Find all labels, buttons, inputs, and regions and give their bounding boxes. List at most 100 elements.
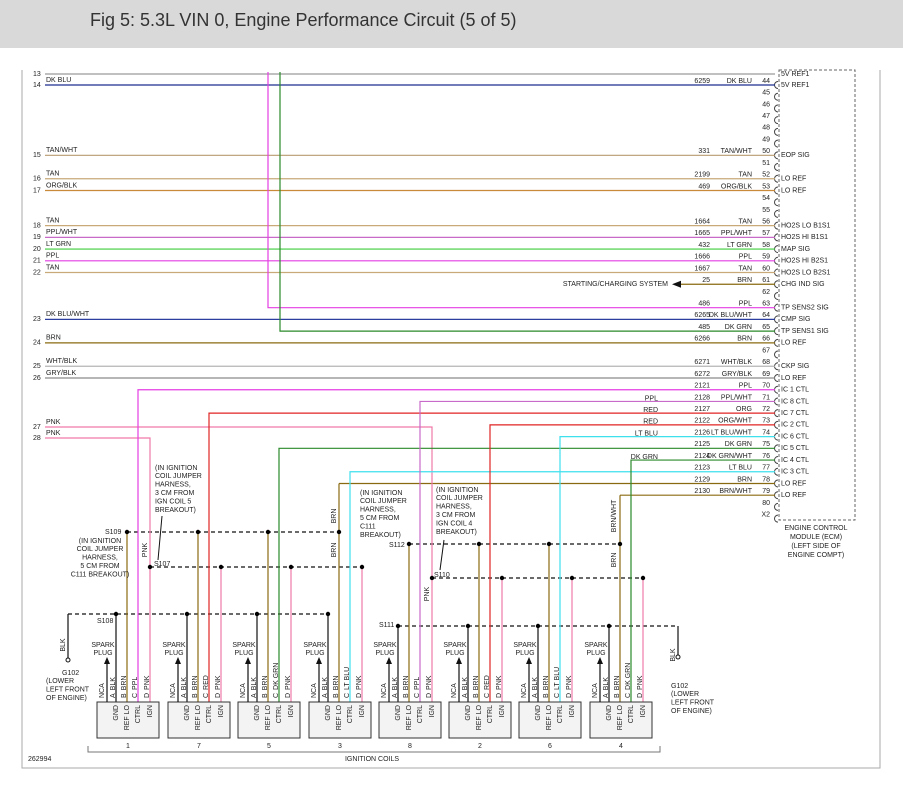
wire-color: PPL <box>739 383 752 390</box>
coil-box <box>167 701 231 739</box>
ecm-signal: LO REF <box>781 492 806 499</box>
note: BREAKOUT) <box>155 507 196 514</box>
ecm-label: (LEFT SIDE OF <box>791 543 840 550</box>
coil-pin: D PNK <box>637 675 644 698</box>
pin-wire-color: BLK <box>322 677 329 691</box>
wire-color: ORG/WHT <box>718 418 753 425</box>
circuit-number: 2125 <box>694 441 710 448</box>
pin-receptacle <box>774 256 779 265</box>
left-wire-color: PNK <box>46 430 61 437</box>
ground-location: OF ENGINE) <box>46 695 87 702</box>
splice-dot <box>113 611 119 617</box>
pin-receptacle <box>774 163 779 172</box>
ecm-pin: 54 <box>762 195 770 202</box>
ecm-pin: 76 <box>762 453 770 460</box>
circuit-number: 6272 <box>694 371 710 378</box>
wire <box>559 436 775 702</box>
ecm-signal: TP SENS2 SIG <box>781 305 829 312</box>
spark-plug: SPARK <box>373 642 397 649</box>
pin-receptacle <box>774 409 779 418</box>
left-wire-color: TAN/WHT <box>46 147 78 154</box>
coil-terminal: CTRL <box>276 705 283 723</box>
system-label: STARTING/CHARGING SYSTEM <box>563 281 668 288</box>
pin-wire-color: RED <box>203 675 210 690</box>
left-wire-color: PPL/WHT <box>46 229 78 236</box>
ecm-pin: X2 <box>761 511 770 518</box>
left-pin: 13 <box>33 71 41 78</box>
note: IGN COIL 4 <box>436 520 472 527</box>
pin-letter: B <box>121 693 128 698</box>
splice-dot <box>429 575 435 581</box>
splice-dot <box>499 575 505 581</box>
wire-color: TAN <box>739 265 752 272</box>
pin-wire-color: PNK <box>637 675 644 690</box>
ecm-signal: CKP SIG <box>781 363 809 370</box>
coil-terminal: CTRL <box>347 705 354 723</box>
coil-terminal: GND <box>113 705 120 721</box>
coil-terminal: IGN <box>288 705 295 717</box>
pin-receptacle <box>774 221 779 230</box>
pin-receptacle <box>774 315 779 324</box>
circuit-number: 6265 <box>694 312 710 319</box>
coil-pin: A BLK <box>181 677 188 698</box>
pin-wire-color: PNK <box>426 675 433 690</box>
pin-wire-color: BRN <box>473 676 480 691</box>
ecm-pin: 47 <box>762 113 770 120</box>
coil-terminal: GND <box>325 705 332 721</box>
ecm-signal: IC 4 CTL <box>781 457 809 464</box>
pin-letter: B <box>403 693 410 698</box>
wire-label: BRN <box>611 553 618 568</box>
coil-pin: C PPL <box>414 677 421 698</box>
spark-plug: PLUG <box>375 650 394 657</box>
splice-dot <box>640 575 646 581</box>
wire-color: BRN <box>737 336 752 343</box>
ecm-signal: EOP SIG <box>781 152 810 159</box>
wire-color: DK GRN/WHT <box>707 453 753 460</box>
coil-pin: B BRN <box>262 676 269 698</box>
note: COIL JUMPER <box>77 546 124 553</box>
wire-label: RED <box>643 407 658 414</box>
ecm-pin: 79 <box>762 488 770 495</box>
wire <box>419 400 775 702</box>
spark-plug: PLUG <box>586 650 605 657</box>
coil-pin: C DK GRN <box>273 663 280 698</box>
ecm-signal: IC 7 CTL <box>781 410 809 417</box>
wire-color: DK BLU/WHT <box>709 312 753 319</box>
ecm-signal: IC 3 CTL <box>781 469 809 476</box>
wire-label: LT BLU <box>635 430 658 437</box>
wire-color: DK BLU <box>727 78 752 85</box>
wire-color: GRY/BLK <box>722 371 753 378</box>
coil-terminal: CTRL <box>487 705 494 723</box>
coil-pin: C RED <box>484 675 491 698</box>
pin-wire-color: PNK <box>566 675 573 690</box>
splice-label: S108 <box>97 618 113 625</box>
splice-dot <box>265 529 271 535</box>
circuit-number: 432 <box>698 242 710 249</box>
coil-terminal: IGN <box>359 705 366 717</box>
coil-terminal: REF LO <box>406 704 413 730</box>
ecm-pin: 55 <box>762 207 770 214</box>
pin-receptacle <box>774 104 779 113</box>
coil-terminal: CTRL <box>206 705 213 723</box>
pin-receptacle <box>774 233 779 242</box>
ecm-pin: 51 <box>762 160 770 167</box>
wire-color: LT GRN <box>727 242 752 249</box>
pin-receptacle <box>774 268 779 277</box>
coil-box <box>448 701 512 739</box>
ecm-signal: LO REF <box>781 176 806 183</box>
ecm-signal: TP SENS1 SIG <box>781 328 829 335</box>
left-wire-color: GRY/BLK <box>46 370 77 377</box>
left-wire-color: PNK <box>46 419 61 426</box>
ecm-pin: 80 <box>762 500 770 507</box>
note-pointer <box>157 515 163 561</box>
coil-box <box>237 701 301 739</box>
splice-label: S112 <box>389 542 405 549</box>
note: HARNESS, <box>155 482 191 489</box>
left-pin: 21 <box>33 258 41 265</box>
circuit-number: 2123 <box>694 465 710 472</box>
wire-label: PPL <box>645 395 658 402</box>
coil-pin: A BLK <box>532 677 539 698</box>
coil-pin: B BRN <box>192 676 199 698</box>
coil-terminal: GND <box>535 705 542 721</box>
circuit-number: 2199 <box>694 172 710 179</box>
